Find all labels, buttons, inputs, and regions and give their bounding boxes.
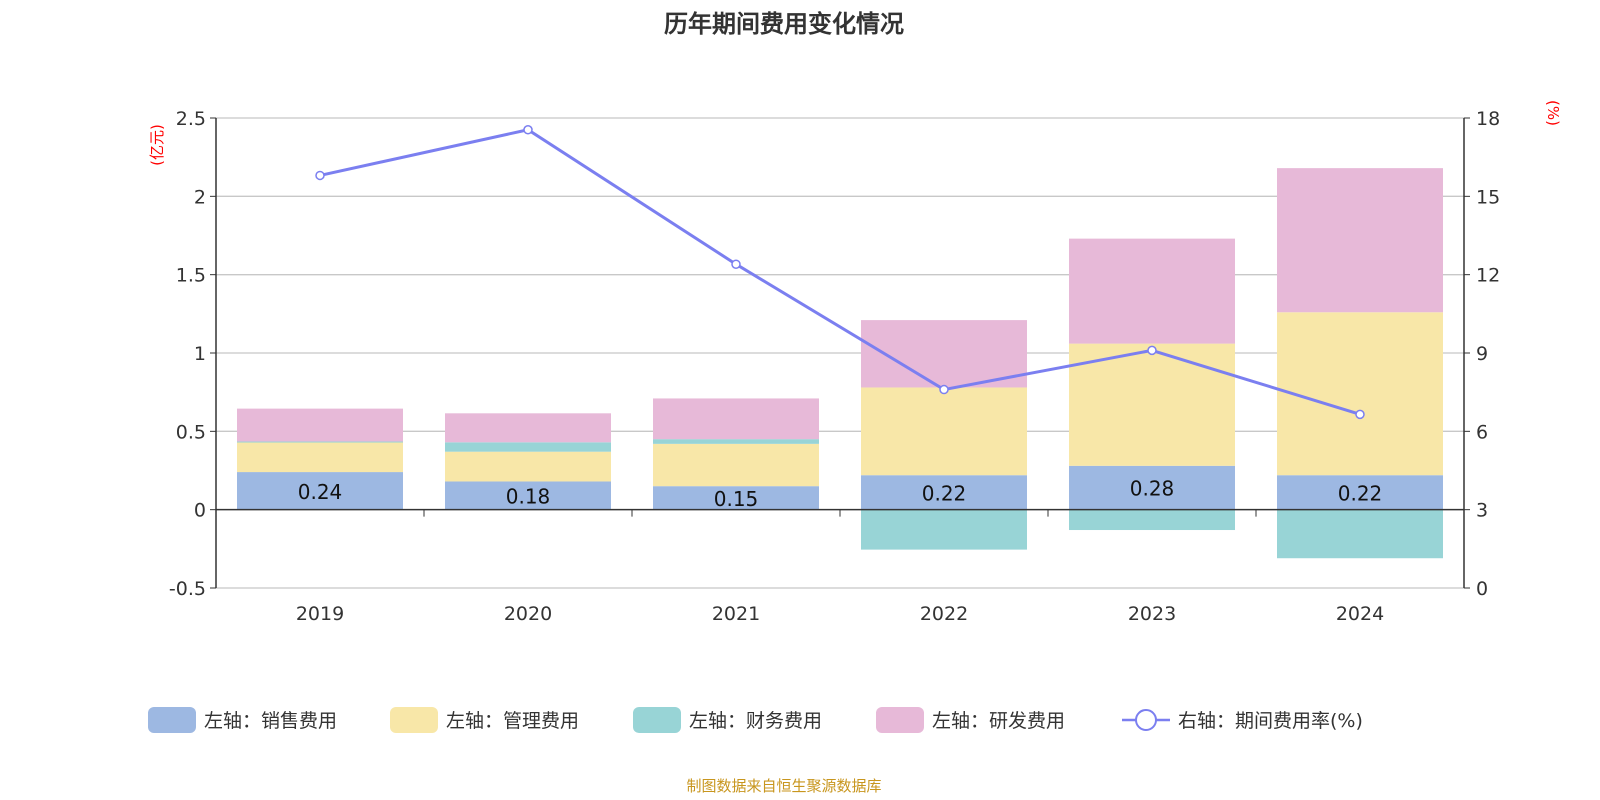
legend-item[interactable]: 左轴：研发费用 — [876, 707, 1065, 733]
line-point — [1355, 409, 1365, 420]
source-note: 制图数据来自恒生聚源数据库 — [686, 777, 881, 795]
left-tick-label: 2 — [194, 186, 206, 208]
legend-label: 左轴：研发费用 — [932, 710, 1065, 732]
legend-swatch — [633, 707, 681, 733]
left-tick-label: 1 — [194, 343, 206, 365]
right-tick-label: 12 — [1476, 265, 1500, 287]
bar-2023 — [1069, 238, 1235, 344]
legend-item[interactable]: 左轴：财务费用 — [633, 707, 822, 733]
bar-2022 — [861, 320, 1027, 388]
left-tick-label: 1.5 — [176, 265, 206, 287]
chart-title: 历年期间费用变化情况 — [664, 10, 904, 38]
legend-label: 左轴：销售费用 — [204, 710, 337, 732]
bar-2023 — [1069, 465, 1235, 510]
legend-item[interactable]: 左轴：管理费用 — [390, 707, 579, 733]
bar-2019 — [237, 442, 403, 473]
data-label: 0.15 — [714, 487, 759, 511]
x-tick-label: 2024 — [1336, 603, 1384, 625]
line-point — [523, 125, 533, 135]
bar-2021 — [653, 443, 819, 487]
right-tick-label: 15 — [1476, 186, 1500, 208]
line-point — [1147, 345, 1157, 356]
right-tick-label: 18 — [1476, 108, 1500, 130]
bar-2024 — [1277, 509, 1443, 559]
bar-2023 — [1069, 509, 1235, 531]
left-tick-label: -0.5 — [169, 578, 206, 600]
x-tick-label: 2022 — [920, 603, 968, 625]
x-tick-label: 2019 — [296, 603, 344, 625]
line-point — [939, 384, 949, 395]
data-label: 0.22 — [922, 481, 967, 505]
bar-2021 — [653, 486, 819, 510]
bar-2019 — [237, 408, 403, 442]
data-label: 0.18 — [506, 485, 551, 509]
right-axis-unit: (%) — [1544, 100, 1562, 126]
line-point — [731, 259, 741, 269]
bar-2019 — [237, 441, 403, 443]
data-label: 0.22 — [1338, 481, 1383, 505]
bar-2024 — [1277, 312, 1443, 476]
bar-2023 — [1069, 343, 1235, 466]
legend-label: 右轴：期间费用率(%) — [1178, 710, 1363, 732]
legend-item[interactable]: 右轴：期间费用率(%) — [1122, 709, 1363, 732]
right-tick-label: 6 — [1476, 421, 1488, 443]
legend-circle-icon — [1135, 709, 1157, 731]
bar-2022 — [861, 387, 1027, 476]
bar-2024 — [1277, 168, 1443, 313]
right-tick-label: 9 — [1476, 343, 1488, 365]
legend-item[interactable]: 左轴：销售费用 — [148, 707, 337, 733]
data-label: 0.24 — [298, 480, 343, 504]
right-tick-label: 0 — [1476, 578, 1488, 600]
bar-2020 — [445, 481, 611, 510]
left-tick-label: 0 — [194, 500, 206, 522]
x-tick-label: 2020 — [504, 603, 552, 625]
bar-2020 — [445, 442, 611, 452]
x-tick-label: 2023 — [1128, 603, 1176, 625]
bar-2022 — [861, 509, 1027, 550]
bar-2021 — [653, 398, 819, 440]
bar-2021 — [653, 439, 819, 444]
bar-2020 — [445, 451, 611, 482]
left-axis-unit: (亿元) — [148, 124, 166, 166]
left-tick-label: 2.5 — [176, 108, 206, 130]
bar-2022 — [861, 475, 1027, 510]
legend-label: 左轴：财务费用 — [689, 710, 822, 732]
legend-swatch — [390, 707, 438, 733]
data-label: 0.28 — [1130, 477, 1175, 501]
bar-2019 — [237, 472, 403, 510]
bar-2024 — [1277, 475, 1443, 510]
x-tick-label: 2021 — [712, 603, 760, 625]
line-point — [315, 170, 325, 181]
bar-2020 — [445, 413, 611, 443]
legend-swatch — [876, 707, 924, 733]
left-tick-label: 0.5 — [176, 421, 206, 443]
line-series — [319, 128, 1361, 416]
right-tick-label: 3 — [1476, 500, 1488, 522]
legend-label: 左轴：管理费用 — [446, 710, 579, 732]
legend-swatch — [148, 707, 196, 733]
